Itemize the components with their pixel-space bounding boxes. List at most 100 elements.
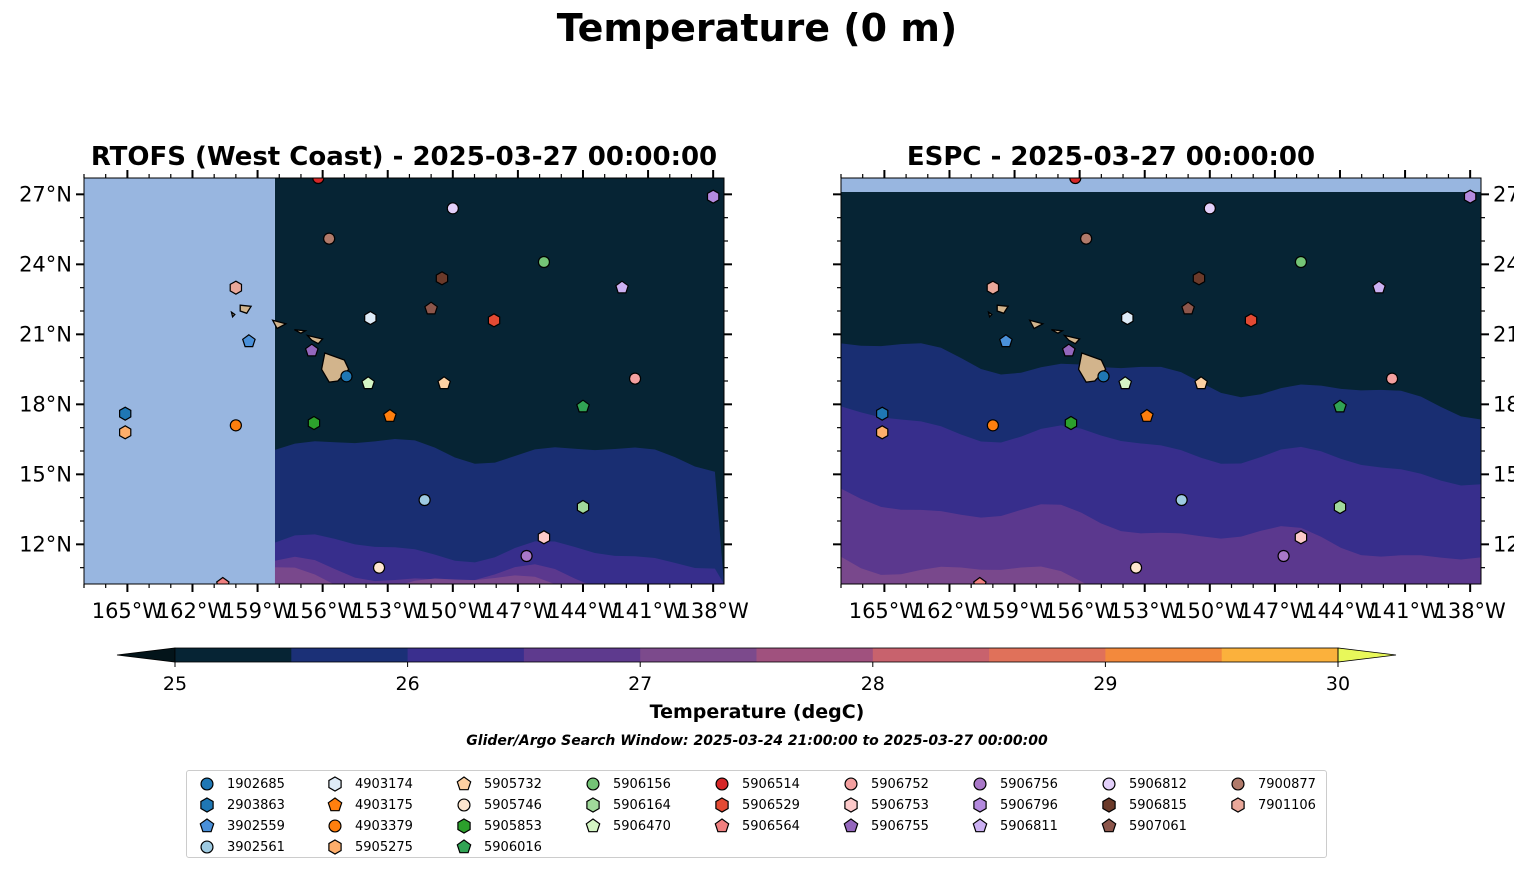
- legend-item: 7900877: [1228, 775, 1316, 793]
- float-marker-5906796: [1463, 189, 1477, 204]
- legend-label: 5906752: [871, 776, 929, 792]
- legend-marker-icon: [200, 777, 214, 791]
- lon-tick-label: 147°W: [482, 599, 554, 623]
- legend-marker-icon: [586, 777, 600, 791]
- float-marker-5906564: [215, 576, 230, 584]
- colorbar-tick-label: 28: [861, 673, 885, 695]
- legend-marker-7901106: [1231, 797, 1245, 813]
- colorbar-swatch: [175, 648, 292, 662]
- legend-marker-icon: [585, 818, 601, 833]
- legend-label: 5906529: [742, 797, 800, 813]
- legend-item: 3902559: [197, 817, 285, 835]
- panel-title-rtofs: RTOFS (West Coast) - 2025-03-27 00:00:00: [90, 142, 718, 172]
- float-marker-1902685: [340, 370, 353, 383]
- legend-marker-icon: [200, 840, 214, 854]
- legend-label: 7900877: [1258, 776, 1316, 792]
- legend-marker-icon: [715, 777, 729, 791]
- legend-item: 4903175: [325, 796, 413, 814]
- float-marker-5906564: [972, 576, 987, 584]
- legend-item: 5906755: [841, 817, 929, 835]
- legend-label: 5905275: [355, 839, 413, 855]
- float-marker-5907061: [424, 301, 439, 315]
- float-marker-5906470: [361, 376, 376, 390]
- map-panel-rtofs: 165°W162°W159°W156°W153°W150°W147°W144°W…: [19, 170, 749, 623]
- colorbar-tick-label: 29: [1093, 673, 1117, 695]
- lon-tick-label: 162°W: [157, 599, 229, 623]
- lat-tick-label: 15°N: [1493, 462, 1514, 486]
- legend-item: 7901106: [1228, 796, 1316, 814]
- lon-tick-label: 165°W: [849, 599, 921, 623]
- colorbar-over-extension: [1337, 647, 1397, 663]
- float-marker-5906752: [628, 372, 642, 385]
- float-marker-7901106: [986, 280, 1000, 295]
- legend-marker-icon: [844, 777, 858, 791]
- legend-marker-icon: [586, 797, 600, 813]
- lon-tick-label: 156°W: [1044, 599, 1116, 623]
- lon-tick-label: 138°W: [677, 599, 749, 623]
- island-land: [305, 334, 324, 345]
- legend-marker-5906514: [715, 777, 729, 791]
- search-window-caption: Glider/Argo Search Window: 2025-03-24 21…: [466, 733, 1048, 749]
- legend-marker-5905853: [457, 818, 471, 834]
- legend-marker-icon: [200, 797, 214, 813]
- legend-label: 5906470: [613, 818, 671, 834]
- legend-item: 5905746: [454, 796, 542, 814]
- legend-marker-icon: [1102, 777, 1116, 791]
- legend-item: 5906753: [841, 796, 929, 814]
- float-marker-5905746: [1129, 561, 1143, 574]
- legend-marker-7900877: [1231, 777, 1245, 791]
- legend-label: 5906753: [871, 797, 929, 813]
- legend-marker-5905746: [457, 798, 471, 812]
- legend-item: 5906156: [583, 775, 671, 793]
- legend-marker-5906812: [1102, 777, 1116, 791]
- legend-marker-icon: [457, 818, 471, 834]
- float-legend: 1902685 2903863 3902559 3902561 4903174 49031…: [186, 770, 1327, 858]
- legend-item: 5906470: [583, 817, 671, 835]
- float-marker-5905732: [1194, 376, 1209, 390]
- float-marker-4903175: [382, 408, 397, 422]
- legend-marker-5906796: [973, 797, 987, 813]
- float-marker-5906752: [1385, 372, 1399, 385]
- temperature-contour-band: [274, 567, 724, 584]
- legend-label: 5905746: [484, 797, 542, 813]
- legend-label: 5906815: [1129, 797, 1187, 813]
- legend-label: 5906811: [1000, 818, 1058, 834]
- legend-item: 5905275: [325, 838, 413, 856]
- float-marker-4903174: [1121, 310, 1134, 326]
- legend-label: 3902561: [227, 839, 285, 855]
- lat-tick-label: 15°N: [19, 462, 72, 486]
- colorbar-tick-label: 25: [163, 673, 187, 695]
- legend-marker-4903174: [328, 776, 342, 792]
- lat-tick-label: 12°N: [1493, 532, 1514, 556]
- float-marker-3902561: [418, 493, 431, 507]
- float-marker-5906811: [615, 280, 629, 294]
- legend-item: 5906796: [970, 796, 1058, 814]
- float-marker-5906755: [1061, 343, 1076, 357]
- no-data-region: [841, 178, 1481, 192]
- legend-marker-icon: [1231, 797, 1245, 813]
- lon-tick-label: 141°W: [612, 599, 684, 623]
- temperature-contour-band: [841, 488, 1481, 584]
- legend-item: 5906564: [712, 817, 800, 835]
- legend-label: 3902559: [227, 818, 285, 834]
- legend-item: 5906514: [712, 775, 800, 793]
- float-marker-5906470: [1118, 376, 1133, 390]
- island-land: [230, 310, 236, 319]
- legend-item: 5906811: [970, 817, 1058, 835]
- legend-item: 5906164: [583, 796, 671, 814]
- legend-label: 5906812: [1129, 776, 1187, 792]
- legend-label: 5906164: [613, 797, 671, 813]
- colorbar-swatch: [1221, 648, 1339, 662]
- lon-tick-label: 159°W: [222, 599, 294, 623]
- colorbar-swatch: [523, 648, 641, 662]
- lat-tick-label: 18°N: [19, 392, 72, 416]
- legend-marker-5906815: [1102, 797, 1116, 813]
- legend-marker-icon: [328, 839, 342, 855]
- legend-item: 5906815: [1099, 796, 1187, 814]
- legend-marker-3902559: [199, 818, 215, 833]
- legend-marker-2903863: [200, 797, 214, 813]
- legend-label: 5906016: [484, 839, 542, 855]
- float-marker-5906755: [304, 343, 319, 357]
- legend-marker-5905732: [456, 776, 472, 791]
- island-land: [987, 310, 993, 319]
